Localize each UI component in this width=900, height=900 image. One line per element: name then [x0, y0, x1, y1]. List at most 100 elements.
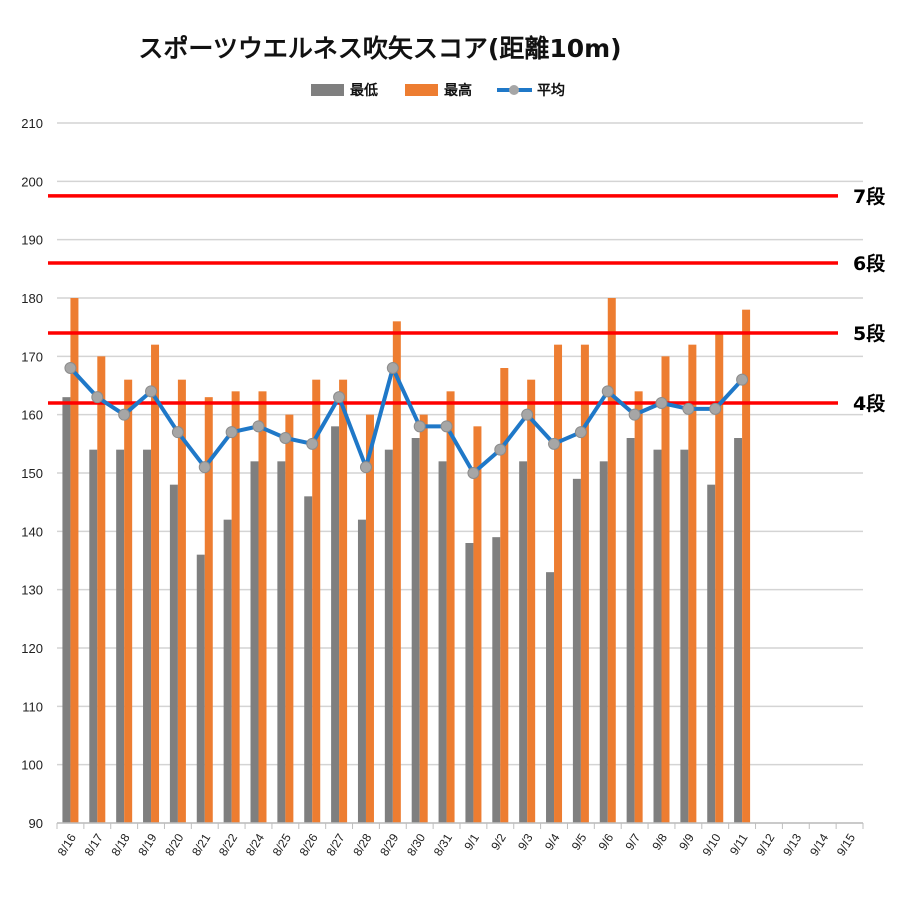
- avg-point-8/31: [440, 420, 453, 433]
- bar-min-8/21: [196, 554, 205, 823]
- bar-max-9/5: [580, 344, 589, 823]
- x-tick-label: 8/21: [189, 831, 213, 859]
- bar-min-8/27: [331, 426, 340, 823]
- y-tick-label: 200: [21, 174, 43, 189]
- x-tick-label: 9/15: [834, 831, 858, 859]
- bar-max-8/16: [70, 298, 79, 823]
- avg-point-9/6: [601, 385, 614, 398]
- y-axis-ticks: 90 100 110 120 130 140 150 160 170 180 190 200 210: [21, 116, 43, 831]
- bar-max-8/17: [97, 356, 106, 823]
- ref-label-0: 7段: [853, 185, 886, 208]
- gridlines: [57, 122, 863, 824]
- y-tick-label: 150: [21, 466, 43, 481]
- bar-max-9/4: [554, 344, 563, 823]
- x-tick-label: 9/1: [461, 831, 482, 853]
- bar-min-9/1: [465, 543, 474, 823]
- x-tick-label: 9/8: [649, 831, 670, 853]
- bar-min-8/17: [89, 449, 98, 823]
- x-tick-label: 8/29: [377, 831, 401, 859]
- ref-label-2: 5段: [853, 322, 886, 345]
- x-tick-label: 8/24: [243, 831, 267, 859]
- y-tick-label: 90: [29, 816, 43, 831]
- y-tick-label: 140: [21, 524, 43, 539]
- bar-min-9/6: [599, 461, 608, 823]
- y-tick-label: 160: [21, 408, 43, 423]
- x-tick-label: 8/27: [323, 831, 347, 859]
- avg-point-9/7: [628, 408, 641, 421]
- legend: 最低 最高 平均: [311, 82, 565, 99]
- avg-point-9/5: [574, 426, 587, 439]
- x-tick-label: 9/4: [542, 831, 563, 853]
- x-tick-label: 8/28: [350, 831, 374, 859]
- x-tick-label: 8/18: [108, 831, 132, 859]
- y-tick-label: 130: [21, 583, 43, 598]
- avg-point-8/26: [306, 437, 319, 450]
- avg-point-8/30: [413, 420, 426, 433]
- bar-min-8/18: [116, 449, 125, 823]
- x-tick-label: 9/10: [700, 831, 724, 859]
- avg-point-9/9: [682, 402, 695, 415]
- bar-min-9/10: [707, 484, 716, 823]
- ref-label-3: 4段: [853, 392, 886, 415]
- bar-min-8/31: [438, 461, 447, 823]
- bar-max-9/3: [527, 379, 536, 823]
- bar-max-9/6: [607, 298, 616, 823]
- avg-point-8/25: [279, 432, 292, 444]
- bar-max-8/22: [231, 391, 240, 823]
- x-tick-label: 8/20: [162, 831, 186, 859]
- legend-label-avg: 平均: [537, 82, 565, 99]
- bar-min-8/28: [357, 519, 366, 823]
- legend-swatch-max: [405, 84, 438, 96]
- bar-max-8/30: [419, 414, 428, 823]
- x-tick-label: 8/30: [404, 831, 428, 859]
- legend-label-min: 最低: [350, 82, 378, 99]
- bar-max-8/29: [392, 321, 401, 823]
- y-tick-label: 170: [21, 349, 43, 364]
- bar-max-8/19: [151, 344, 160, 823]
- bar-min-8/30: [411, 438, 420, 823]
- x-tick-label: 8/25: [270, 831, 294, 859]
- bar-min-9/4: [546, 572, 555, 823]
- bar-max-9/1: [473, 426, 482, 823]
- bar-max-9/9: [688, 344, 697, 823]
- series-max-bars: [70, 298, 751, 824]
- x-tick-label: 9/14: [807, 831, 831, 859]
- legend-label-max: 最高: [444, 82, 472, 99]
- bar-min-8/16: [62, 397, 71, 823]
- x-tick-label: 8/17: [82, 831, 106, 859]
- y-tick-label: 180: [21, 291, 43, 306]
- bar-max-8/28: [365, 414, 374, 823]
- bar-min-9/2: [492, 537, 501, 823]
- avg-point-8/24: [252, 420, 265, 433]
- reference-lines: 7段 6段 5段 4段: [48, 185, 886, 415]
- bar-max-9/7: [634, 391, 643, 823]
- bar-max-8/24: [258, 391, 267, 823]
- bar-max-8/18: [124, 379, 133, 823]
- bar-max-8/27: [339, 379, 348, 823]
- x-tick-label: 9/7: [622, 831, 643, 853]
- y-tick-label: 110: [22, 699, 43, 714]
- chart-title: スポーツウエルネス吹矢スコア(距離10m): [138, 34, 621, 63]
- bar-min-9/3: [519, 461, 528, 823]
- bar-max-8/26: [312, 379, 321, 823]
- bar-max-9/11: [742, 309, 751, 824]
- y-tick-label: 120: [21, 641, 43, 656]
- bar-max-8/21: [204, 397, 213, 823]
- series-avg-line: [64, 362, 749, 479]
- avg-point-8/29: [386, 362, 399, 374]
- legend-swatch-avg-marker: [509, 85, 519, 95]
- avg-point-9/2: [494, 443, 507, 456]
- bar-max-8/20: [177, 379, 186, 823]
- avg-point-8/28: [359, 461, 372, 474]
- avg-point-9/1: [467, 467, 480, 479]
- x-tick-label: 9/6: [596, 831, 617, 853]
- x-tick-label: 8/26: [297, 831, 321, 859]
- y-tick-label: 190: [21, 233, 43, 248]
- avg-point-8/20: [171, 426, 184, 439]
- x-tick-label: 9/12: [753, 831, 777, 859]
- x-tick-label: 8/16: [55, 831, 79, 859]
- bar-max-9/8: [661, 356, 670, 823]
- avg-point-8/16: [64, 362, 77, 374]
- bar-min-8/24: [250, 461, 259, 823]
